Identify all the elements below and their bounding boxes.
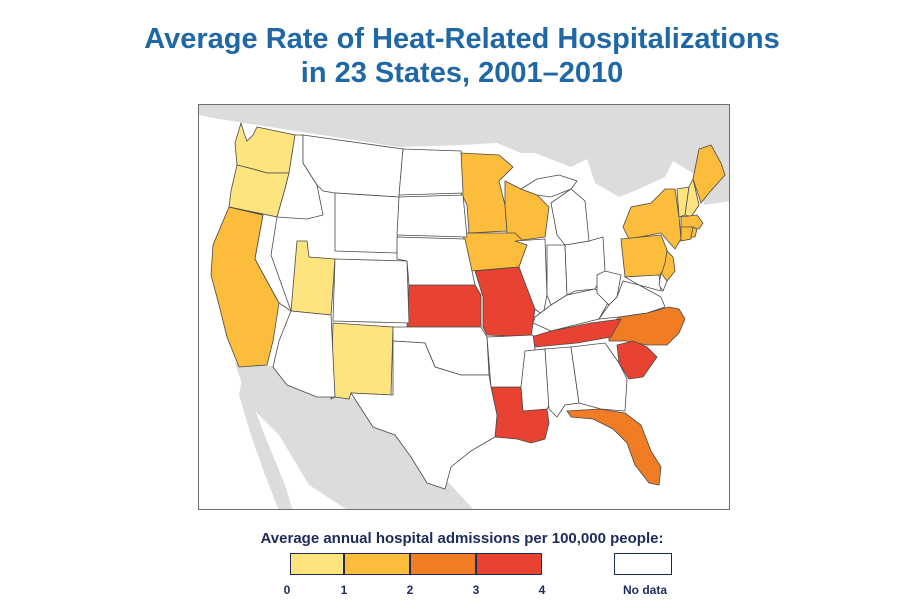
baja-peninsula: [239, 373, 293, 509]
states-no-data: [228, 134, 668, 490]
state-CT: [680, 226, 694, 242]
state-SD: [396, 194, 468, 238]
legend-swatch-no-data: [614, 553, 672, 575]
state-NV: [228, 206, 292, 313]
state-AZ: [272, 310, 336, 398]
state-GA: [570, 342, 628, 412]
legend-tick-4: 4: [538, 583, 546, 597]
legend-tick-3: 3: [472, 583, 480, 597]
state-MS: [520, 348, 550, 412]
state-ID: [276, 134, 324, 220]
state-WY: [334, 192, 400, 254]
legend-tick-0: 0: [283, 583, 291, 597]
state-IA: [462, 232, 528, 272]
state-RI: [690, 226, 698, 238]
state-ME: [692, 144, 726, 204]
state-WA: [234, 121, 296, 174]
legend-tick-2: 2: [406, 583, 414, 597]
state-NH: [684, 177, 700, 218]
legend-no-data-label: No data: [622, 583, 667, 597]
state-VA: [598, 280, 666, 320]
states-bin-1-2: [210, 144, 726, 368]
state-FL: [566, 408, 662, 486]
state-IN: [546, 244, 568, 306]
state-NE: [396, 236, 476, 286]
canada-landmass: [199, 105, 729, 205]
state-MI-lower: [550, 188, 590, 246]
legend-tick-1: 1: [340, 583, 348, 597]
legend-swatch-2-3: [410, 553, 476, 575]
state-KS: [406, 284, 482, 328]
mexico-landmass: [235, 363, 474, 509]
state-ND: [398, 148, 464, 196]
state-CO: [332, 258, 410, 324]
legend-swatch-3-4: [476, 553, 542, 575]
state-IL: [514, 238, 548, 316]
states-bin-3-4: [406, 266, 658, 444]
state-MI-upper: [520, 174, 578, 198]
legend-swatch-0-1: [290, 553, 344, 575]
us-map-svg: [199, 105, 729, 509]
state-NM: [330, 322, 394, 400]
map-title-line-1: Average Rate of Heat-Related Hospitaliza…: [144, 23, 780, 55]
us-map: [198, 104, 730, 510]
map-title-line-2: in 23 States, 2001–2010: [300, 57, 624, 89]
state-MD: [623, 274, 662, 292]
state-DE: [658, 272, 668, 292]
state-PA: [620, 234, 670, 278]
state-TX: [350, 340, 498, 490]
state-UT: [290, 240, 336, 316]
state-MA: [680, 214, 704, 230]
legend-title: Average annual hospital admissions per 1…: [260, 530, 664, 547]
legend-swatch-1-2: [344, 553, 410, 575]
